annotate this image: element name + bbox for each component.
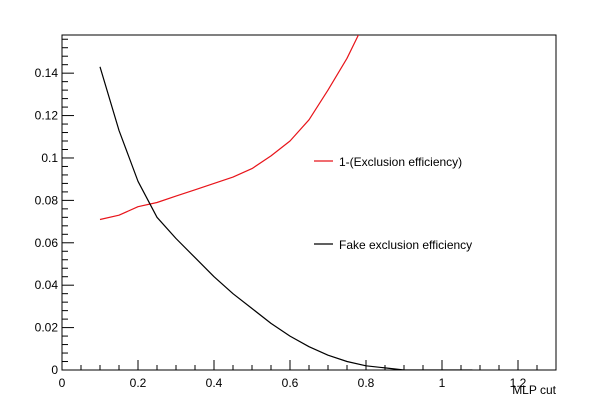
y-tick-label: 0.04 (35, 278, 59, 292)
legend-label: Fake exclusion efficiency (339, 238, 472, 252)
x-tick-label: 1 (439, 376, 446, 390)
y-tick-label: 0.08 (35, 193, 59, 207)
series-line-2 (99, 66, 473, 370)
x-axis-label: MLP cut (512, 383, 556, 397)
plot-frame (61, 34, 557, 371)
y-tick-label: 0.1 (41, 151, 58, 165)
x-tick-label: 0.4 (206, 376, 223, 390)
y-tick-label: 0.12 (35, 109, 59, 123)
x-axis-ticks: 0 0.2 0.4 0.6 0.8 1 1.2 (59, 360, 557, 390)
x-tick-label: 0.6 (282, 376, 299, 390)
y-axis-ticks: 0 0.02 0.04 0.06 0.08 0.1 0.12 0.14 (35, 38, 74, 377)
x-tick-label: 0 (59, 376, 66, 390)
series-line-1 (99, 35, 359, 221)
series-layer (99, 35, 473, 370)
legend-label: 1-(Exclusion efficiency) (339, 155, 462, 169)
x-tick-label: 0.2 (130, 376, 147, 390)
y-tick-label: 0.14 (35, 66, 59, 80)
legend: 1-(Exclusion efficiency) Fake exclusion e… (314, 155, 472, 252)
x-tick-label: 0.8 (358, 376, 375, 390)
x-tick-label: 1.2 (510, 376, 527, 390)
y-tick-label: 0.02 (35, 321, 59, 335)
y-tick-label: 0.06 (35, 236, 59, 250)
y-tick-label: 0 (51, 363, 58, 377)
